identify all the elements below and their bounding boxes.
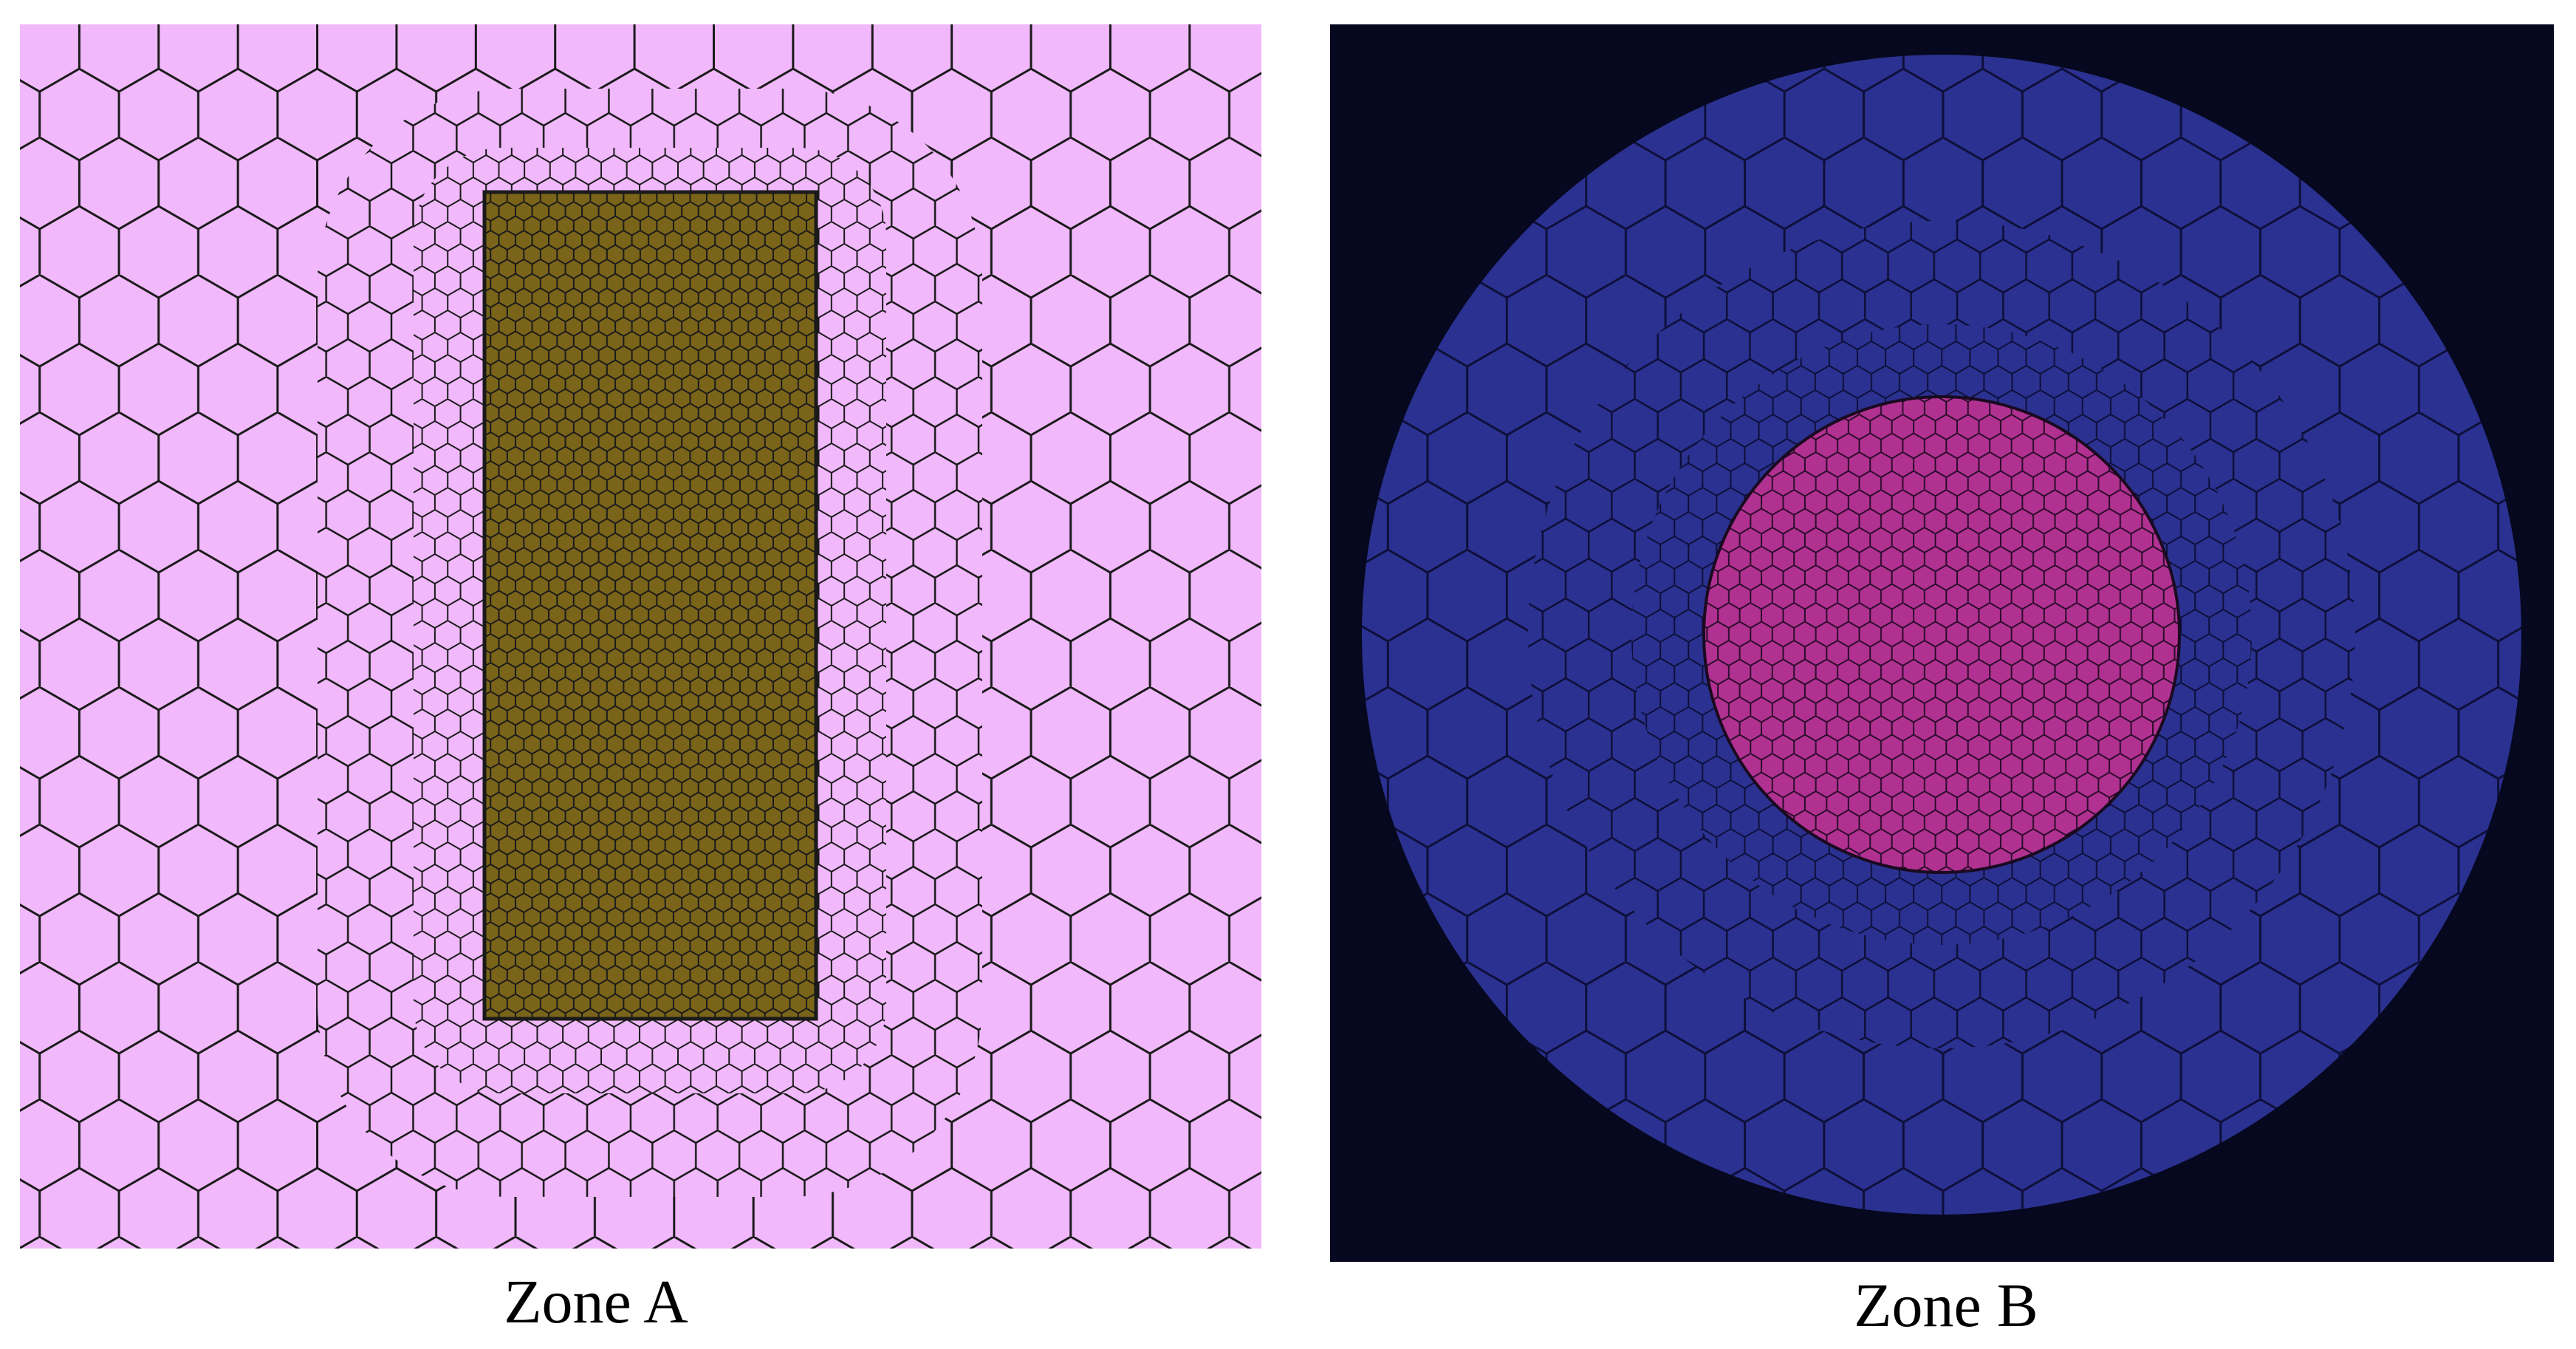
panel-a: Zone A	[20, 24, 1261, 1336]
panel-b: Zone B	[1330, 24, 2554, 1340]
circle-zone	[1702, 395, 2181, 874]
rectangle-zone	[482, 190, 818, 1021]
caption: Zone B	[1854, 1271, 2038, 1340]
caption: Zone A	[504, 1268, 688, 1336]
